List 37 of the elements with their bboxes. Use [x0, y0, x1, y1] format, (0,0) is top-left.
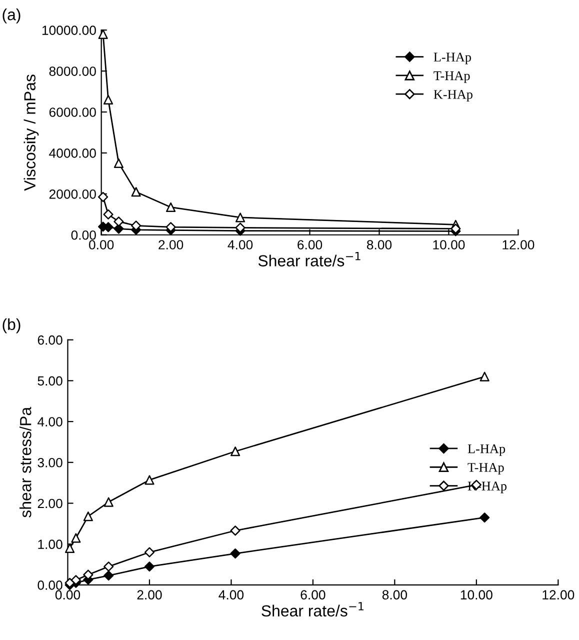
legend-label: T-HAp — [468, 463, 504, 475]
y-axis-title: Viscosity / mPas — [24, 74, 39, 191]
x-tick-label: 4.00 — [218, 590, 244, 600]
y-tick-label: 3.00 — [38, 458, 62, 468]
legend-label: L-HAp — [468, 444, 506, 456]
x-tick-label: 10.00 — [433, 240, 465, 250]
x-tick-label: 4.00 — [228, 240, 253, 250]
x-tick-label: 6.00 — [298, 240, 322, 250]
legend-label: K-HAp — [434, 90, 472, 102]
y-tick-label: 10000.00 — [42, 26, 96, 35]
y-tick-label: 6.00 — [38, 335, 62, 345]
y-tick-label: 4000.00 — [49, 148, 96, 158]
x-tick-label: 2.00 — [137, 590, 162, 600]
y-tick-label: 4.00 — [38, 417, 62, 426]
legend-label: L-HAp — [434, 52, 471, 64]
x-axis-title: Shear rate/s$^{−1}$ — [262, 602, 364, 617]
x-tick-label: 0.00 — [89, 240, 114, 250]
y-tick-label: 0.00 — [38, 580, 62, 590]
y-tick-label: 8000.00 — [49, 66, 96, 76]
y-tick-label: 0.00 — [71, 230, 96, 240]
text: (a) — [2, 8, 20, 24]
y-tick-label: 2000.00 — [49, 189, 96, 199]
legend-label: T-HAp — [434, 71, 470, 83]
x-tick-label: 8.00 — [366, 240, 392, 250]
y-tick-label: 1.00 — [38, 540, 62, 550]
x-tick-label: 2.00 — [158, 240, 184, 250]
x-tick-label: 12.00 — [502, 240, 534, 250]
x-tick-label: 6.00 — [300, 590, 326, 600]
x-tick-label: 12.00 — [542, 590, 574, 600]
x-tick-label: 8.00 — [382, 590, 408, 600]
x-axis-title: Shear rate/s$^{−1}$ — [258, 252, 360, 266]
x-tick-label: 10.00 — [460, 590, 492, 600]
y-tick-label: 2.00 — [38, 498, 62, 508]
y-tick-label: 5.00 — [38, 376, 62, 386]
y-tick-label: 6000.00 — [49, 108, 96, 117]
y-axis-title: shear stress/Pa — [20, 406, 32, 518]
text: (b) — [2, 318, 20, 334]
